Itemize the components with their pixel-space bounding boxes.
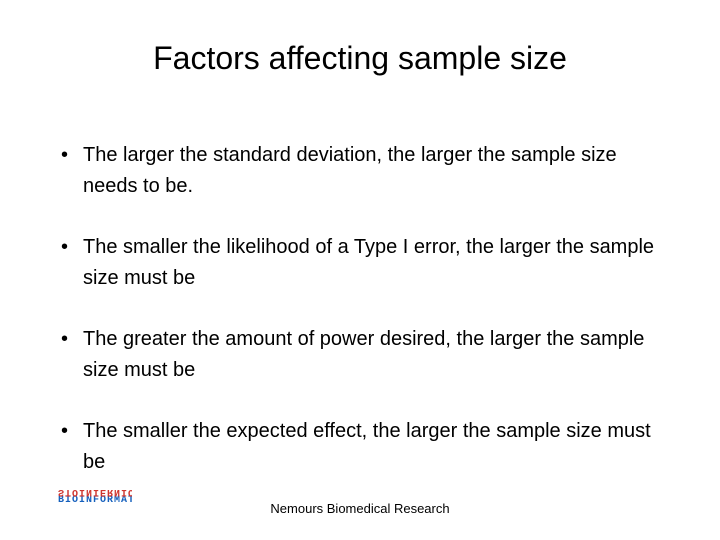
bullet-item: The greater the amount of power desired,… <box>55 324 665 386</box>
bullet-item: The smaller the expected effect, the lar… <box>55 416 665 478</box>
logo-top-text: STOINIERNIOTS <box>58 487 132 496</box>
slide-title: Factors affecting sample size <box>0 40 720 77</box>
footer-text: Nemours Biomedical Research <box>0 501 720 516</box>
slide-body: The larger the standard deviation, the l… <box>55 140 665 508</box>
bullet-item: The larger the standard deviation, the l… <box>55 140 665 202</box>
slide: Factors affecting sample size The larger… <box>0 0 720 540</box>
bullet-item: The smaller the likelihood of a Type I e… <box>55 232 665 294</box>
